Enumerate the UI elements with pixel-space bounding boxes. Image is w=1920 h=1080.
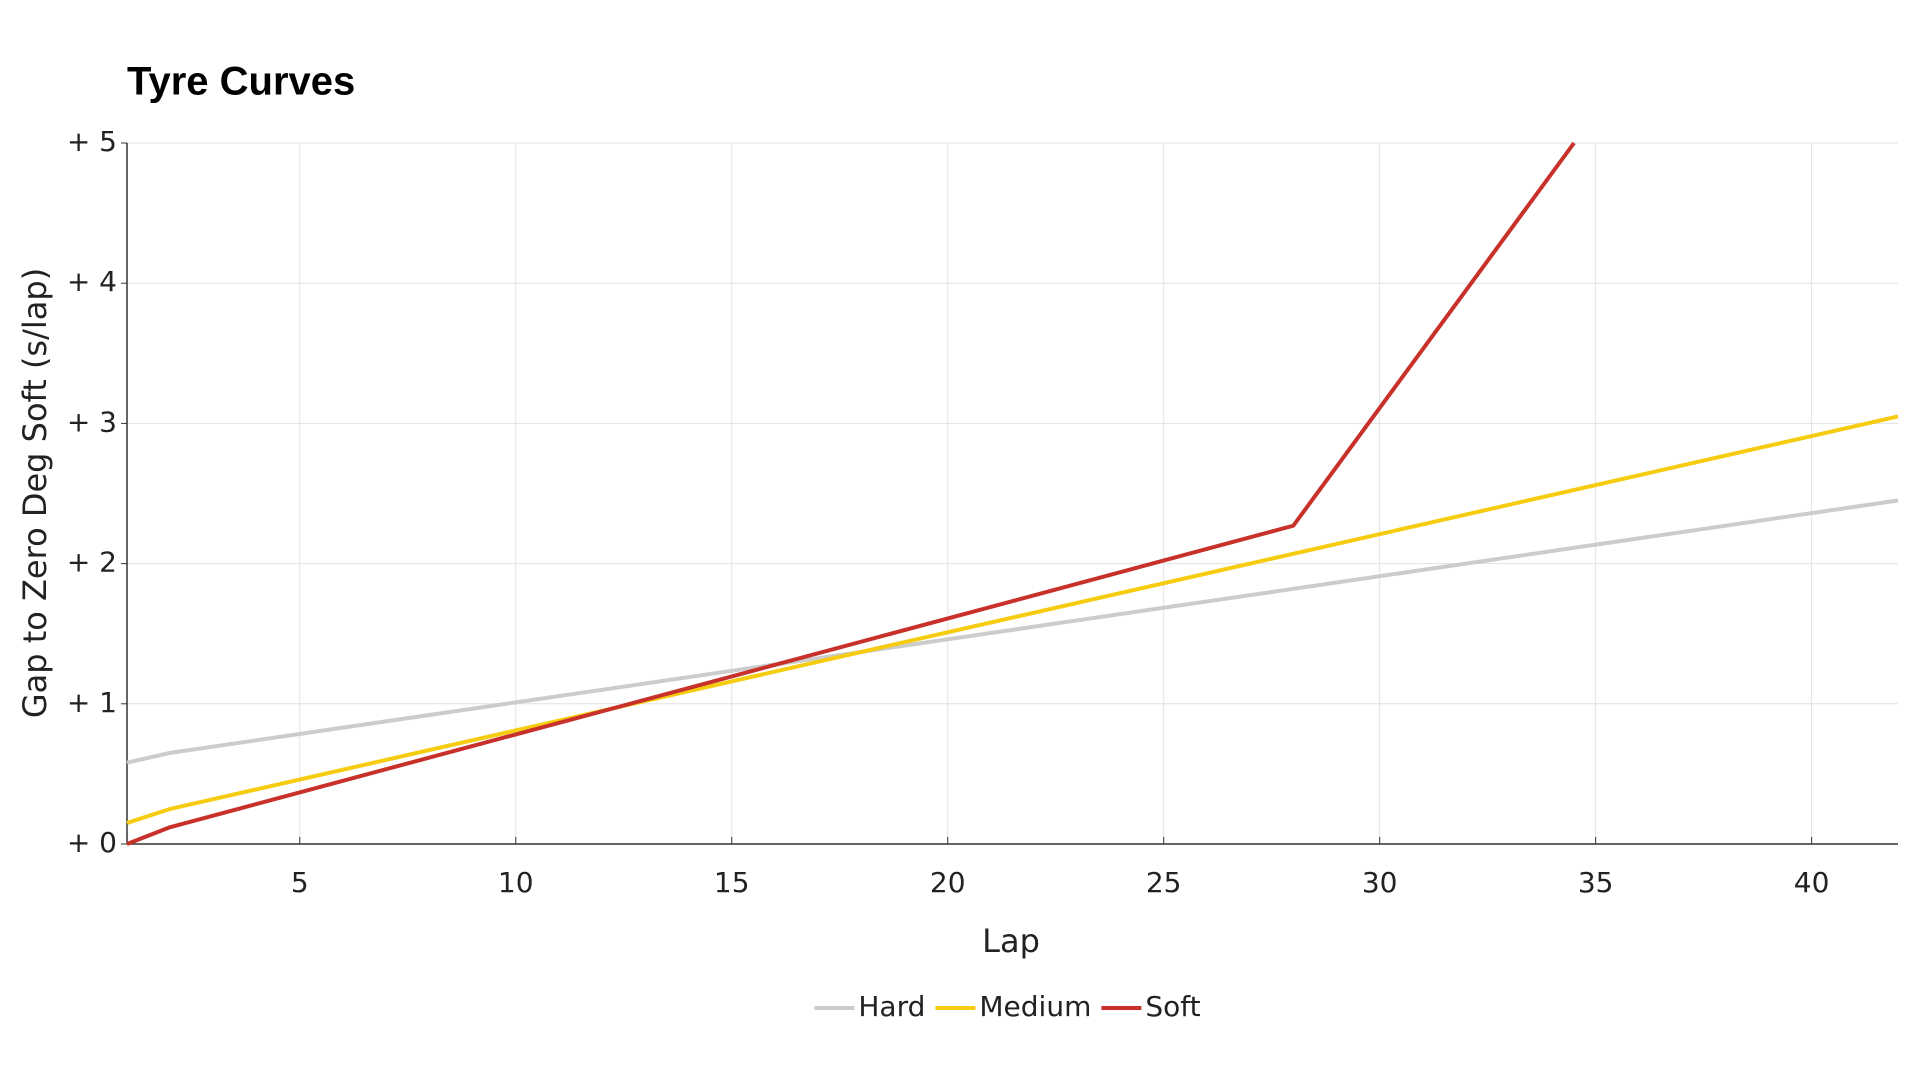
x-axis-label: Lap — [982, 922, 1040, 960]
y-tick-label: + 2 — [67, 546, 117, 579]
y-axis-label: Gap to Zero Deg Soft (s/lap) — [16, 268, 54, 718]
line-series — [126, 498, 1899, 765]
x-tick-label: 30 — [1362, 866, 1398, 899]
legend-label: Soft — [1145, 990, 1200, 1023]
x-tick-label: 20 — [930, 866, 966, 899]
legend-label: Medium — [979, 990, 1091, 1023]
chart-title: Tyre Curves — [127, 60, 355, 104]
legend-label: Hard — [858, 990, 925, 1023]
line-series — [126, 141, 1576, 846]
x-tick-label: 25 — [1146, 866, 1182, 899]
y-tick-label: + 4 — [67, 265, 117, 298]
y-tick-label: + 3 — [67, 405, 117, 438]
y-tick-label: + 1 — [67, 686, 117, 719]
y-tick-label: + 5 — [67, 125, 117, 158]
x-tick-label: 15 — [714, 866, 750, 899]
x-tick-label: 5 — [291, 866, 309, 899]
x-tick-label: 10 — [498, 866, 534, 899]
line-series — [126, 414, 1899, 825]
x-tick-label: 40 — [1794, 866, 1830, 899]
y-tick-label: + 0 — [67, 826, 117, 859]
x-tick-label: 35 — [1578, 866, 1614, 899]
